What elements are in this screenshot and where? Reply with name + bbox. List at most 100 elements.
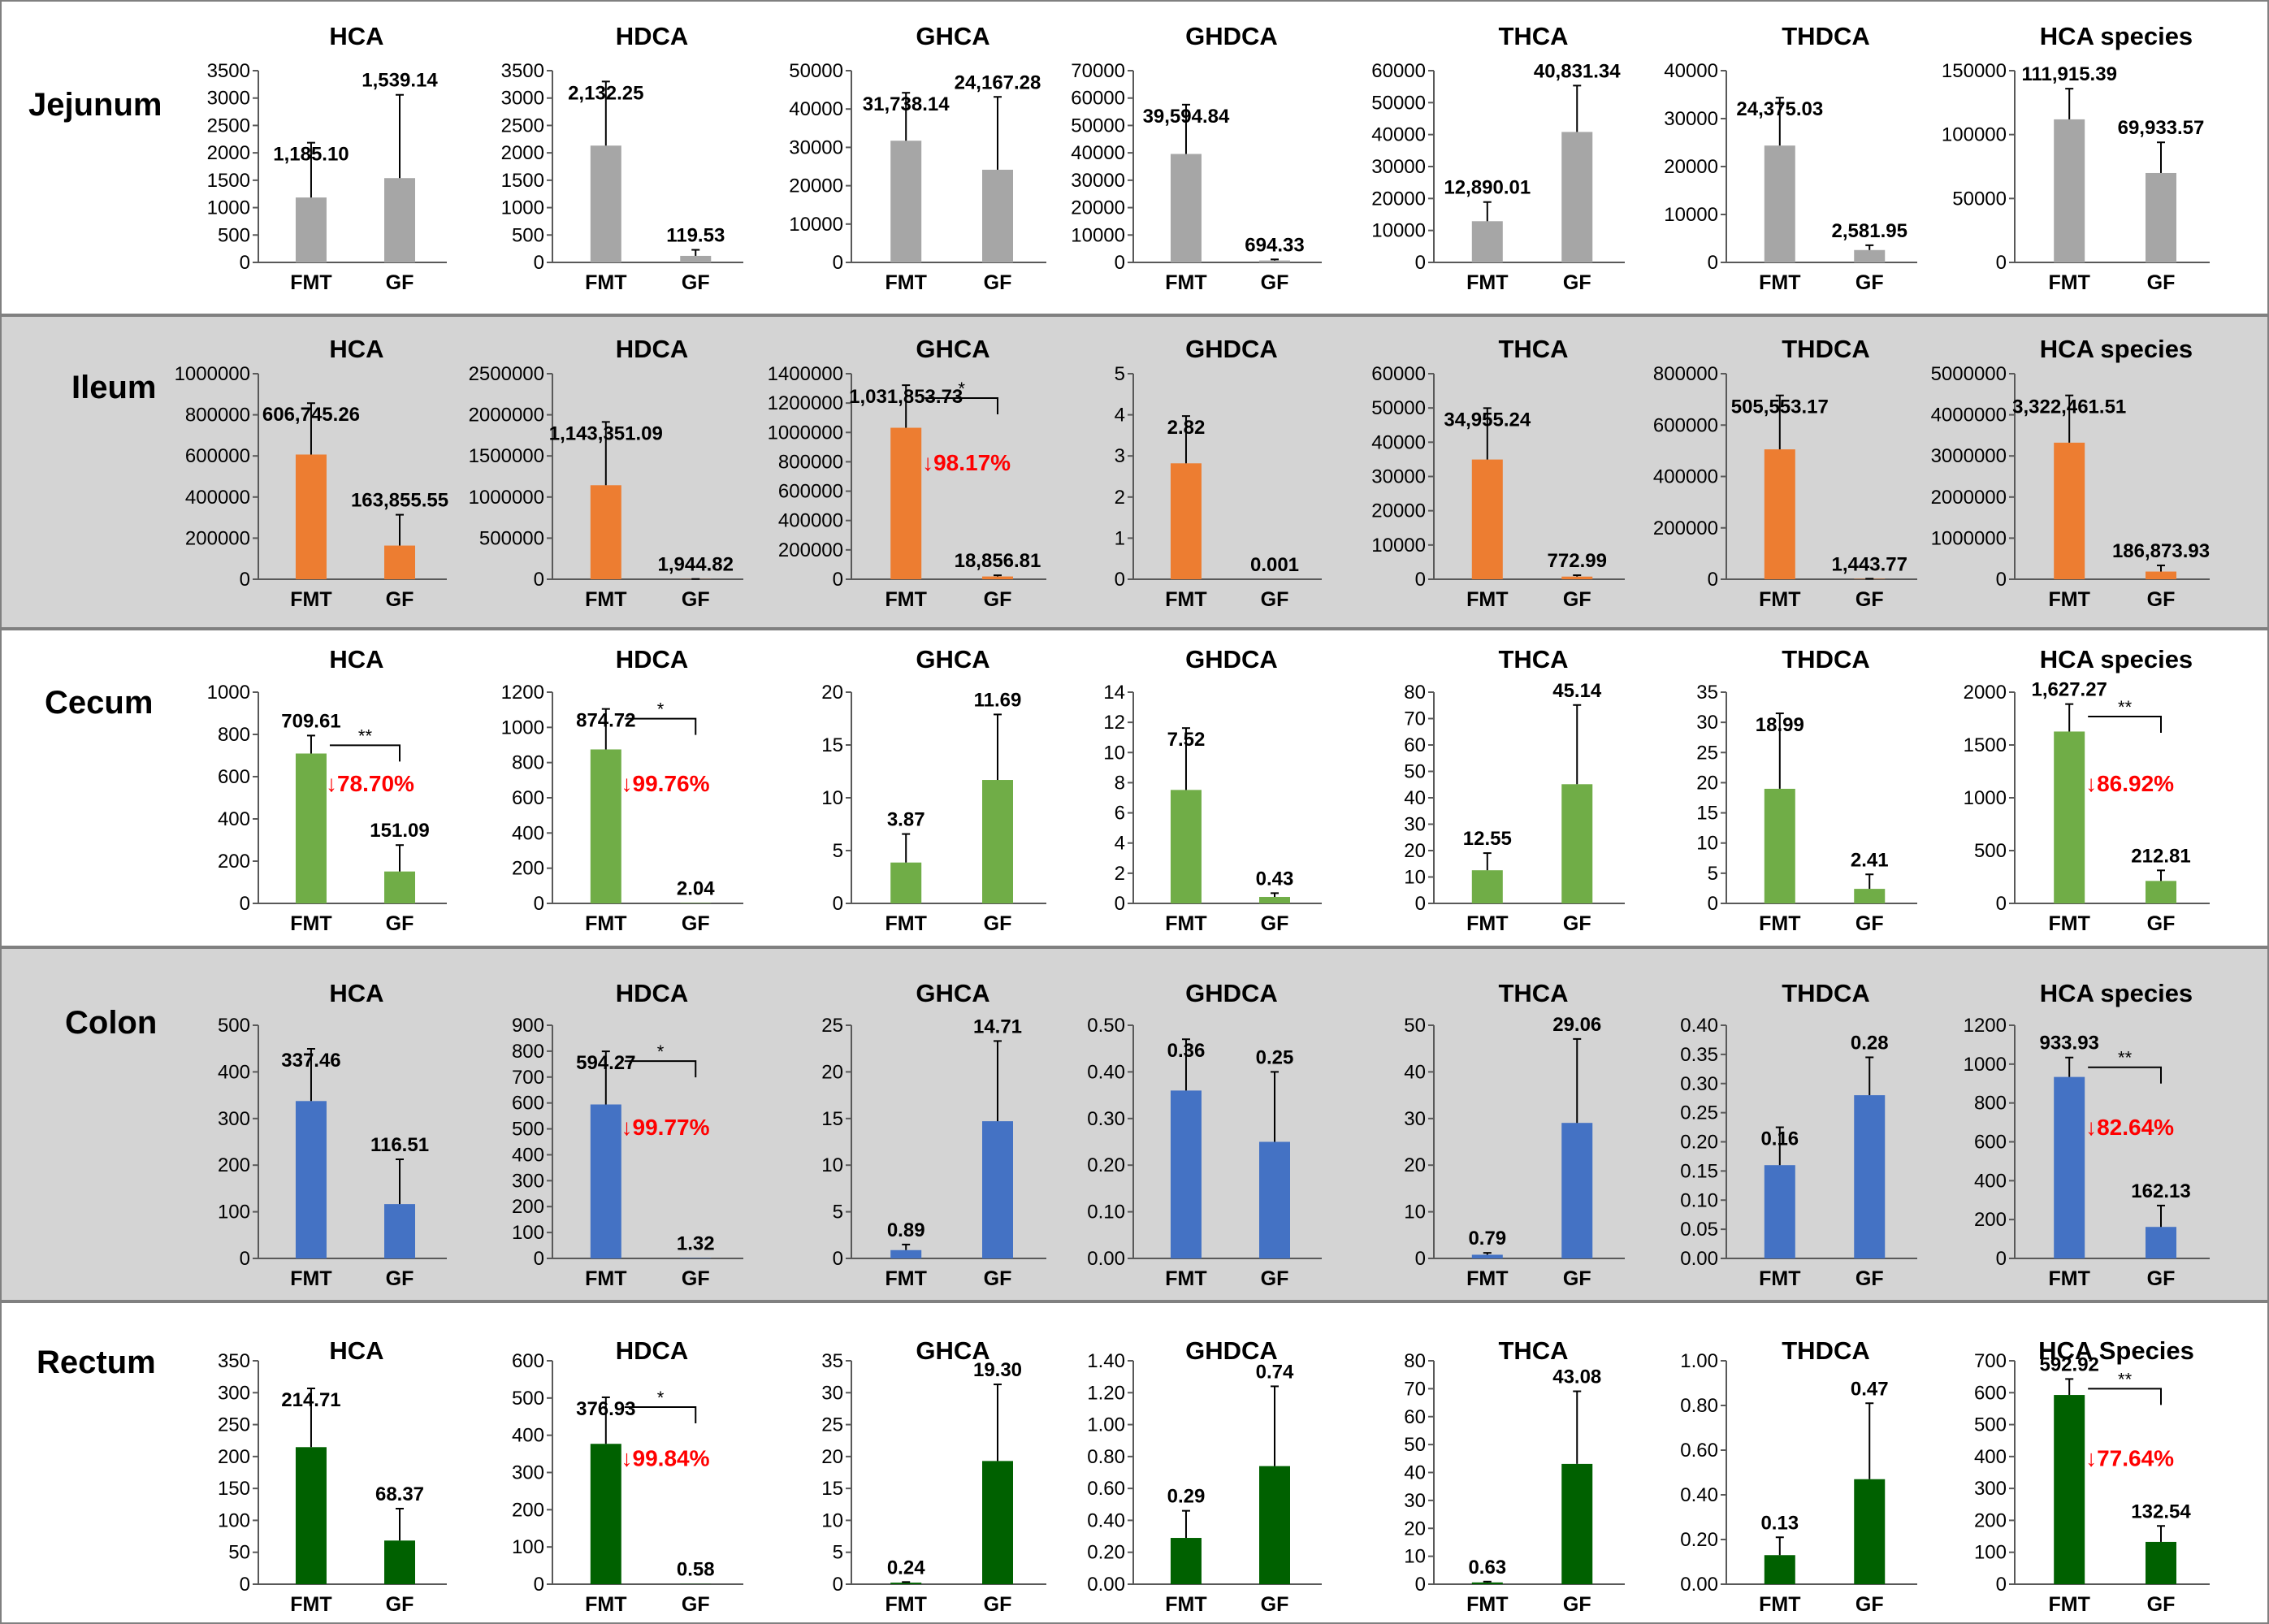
data-label-gf: 69,933.57 bbox=[2118, 117, 2205, 139]
y-tick-label: 1400000 bbox=[768, 363, 843, 385]
y-tick-label: 6 bbox=[1115, 803, 1125, 825]
percent-reduction: ↓99.77% bbox=[621, 1115, 710, 1140]
data-label-fmt: 592.92 bbox=[2039, 1353, 2098, 1375]
x-tick-label: FMT bbox=[1165, 1593, 1206, 1616]
data-label-fmt: 24,375.03 bbox=[1736, 98, 1823, 120]
region-band-cecum bbox=[0, 629, 2269, 947]
bar-gf bbox=[1854, 1095, 1886, 1258]
y-tick-label: 20 bbox=[1404, 1518, 1426, 1540]
data-label-gf: 19.30 bbox=[973, 1359, 1022, 1381]
data-label-fmt: 31,738.14 bbox=[863, 93, 950, 115]
bar-fmt bbox=[1764, 788, 1795, 903]
chart-ghca: GHCA 0 5 10 15 20 25 0.89 FMT 14.71 GF bbox=[821, 979, 1046, 1290]
y-tick-label: 300 bbox=[1974, 1478, 2007, 1500]
chart-title: GHDCA bbox=[1185, 335, 1278, 363]
y-tick-label: 0 bbox=[1115, 252, 1125, 274]
y-tick-label: 20 bbox=[1404, 1154, 1426, 1176]
y-tick-label: 2000 bbox=[501, 142, 544, 164]
x-tick-label: FMT bbox=[585, 271, 626, 294]
x-tick-label: GF bbox=[1261, 912, 1289, 935]
y-tick-label: 50000 bbox=[1071, 115, 1125, 136]
chart-title: HCA species bbox=[2040, 335, 2193, 363]
y-tick-label: 0 bbox=[1708, 252, 1718, 274]
y-tick-label: 50 bbox=[1404, 1015, 1426, 1037]
data-label-fmt: 3.87 bbox=[887, 809, 925, 831]
y-tick-label: 30 bbox=[1404, 1108, 1426, 1130]
data-label-gf: 116.51 bbox=[370, 1134, 429, 1156]
region-colon: Colon HCA0100200300400500337.46FMT116.51G… bbox=[65, 979, 2210, 1290]
x-tick-label: GF bbox=[1563, 1267, 1591, 1290]
y-tick-label: 200000 bbox=[778, 539, 843, 561]
y-tick-label: 10000 bbox=[1371, 535, 1426, 556]
y-tick-label: 300 bbox=[512, 1170, 544, 1192]
data-label-fmt: 2.82 bbox=[1167, 417, 1206, 439]
bar-gf bbox=[1561, 784, 1593, 903]
data-label-fmt: 2,132.25 bbox=[568, 82, 643, 104]
bar-gf bbox=[982, 169, 1013, 262]
data-label-fmt: 12.55 bbox=[1463, 828, 1512, 850]
bar-fmt bbox=[1170, 154, 1202, 262]
data-label-fmt: 18.99 bbox=[1756, 714, 1804, 736]
x-tick-label: FMT bbox=[886, 271, 927, 294]
y-tick-label: 200 bbox=[512, 1196, 544, 1218]
y-tick-label: 70 bbox=[1404, 1378, 1426, 1400]
y-tick-label: 0 bbox=[534, 1574, 544, 1596]
y-tick-label: 40000 bbox=[1071, 142, 1125, 164]
y-tick-label: 200 bbox=[218, 1446, 250, 1468]
y-tick-label: 0.20 bbox=[1680, 1529, 1718, 1551]
chart-thdca: THDCA 0.00 0.20 0.40 0.60 0.80 1.00 0.13 FMT 0.47… bbox=[1680, 1336, 1917, 1616]
bar-fmt bbox=[2054, 1395, 2085, 1584]
y-tick-label: 0.10 bbox=[1087, 1202, 1125, 1223]
bar-gf bbox=[1259, 1141, 1290, 1258]
y-tick-label: 400000 bbox=[185, 487, 250, 509]
y-tick-label: 20000 bbox=[1664, 156, 1718, 178]
y-tick-label: 0.40 bbox=[1087, 1061, 1125, 1083]
y-tick-label: 0.60 bbox=[1087, 1478, 1125, 1500]
x-tick-label: GF bbox=[682, 912, 710, 935]
chart-hca-species: HCA Species 0 100 200 300 400 500 600 700 592.92 F… bbox=[1974, 1336, 2210, 1616]
bar-fmt bbox=[1170, 1090, 1202, 1258]
y-tick-label: 15 bbox=[821, 1478, 843, 1500]
x-tick-label: GF bbox=[1855, 1267, 1884, 1290]
chart-hdca: HDCA 0 500000 1000000 1500000 2000000 2500000 1… bbox=[469, 335, 743, 611]
x-tick-label: FMT bbox=[1759, 271, 1800, 294]
y-tick-label: 0.40 bbox=[1680, 1015, 1718, 1037]
x-tick-label: FMT bbox=[1165, 912, 1206, 935]
bar-fmt bbox=[295, 197, 327, 262]
y-tick-label: 250 bbox=[218, 1414, 250, 1436]
chart-hca: HCA 0 100 200 300 400 500 337.46 FMT 116.51 GF bbox=[218, 979, 447, 1290]
y-tick-label: 0 bbox=[1115, 893, 1125, 915]
region-band-ileum bbox=[0, 315, 2269, 629]
y-tick-label: 30000 bbox=[789, 136, 843, 158]
y-tick-label: 10000 bbox=[789, 214, 843, 236]
y-tick-label: 4000000 bbox=[1931, 405, 2007, 427]
y-tick-label: 30000 bbox=[1071, 170, 1125, 192]
y-tick-label: 0.00 bbox=[1087, 1574, 1125, 1596]
y-tick-label: 60 bbox=[1404, 1406, 1426, 1428]
significance-bracket bbox=[2088, 1388, 2162, 1405]
x-tick-label: GF bbox=[1261, 271, 1289, 294]
bar-fmt bbox=[2054, 119, 2085, 262]
x-tick-label: FMT bbox=[886, 588, 927, 611]
y-tick-label: 800 bbox=[512, 1041, 544, 1063]
x-tick-label: FMT bbox=[290, 1593, 331, 1616]
y-tick-label: 200 bbox=[218, 1154, 250, 1176]
x-tick-label: FMT bbox=[1759, 1267, 1800, 1290]
y-tick-label: 0 bbox=[1996, 252, 2007, 274]
bar-gf bbox=[1854, 889, 1886, 903]
y-tick-label: 10 bbox=[821, 1509, 843, 1531]
region-label: Colon bbox=[65, 1005, 157, 1041]
y-tick-label: 1.40 bbox=[1087, 1350, 1125, 1372]
chart-title: HCA bbox=[329, 1336, 383, 1365]
data-label-gf: 1.32 bbox=[677, 1233, 715, 1255]
x-tick-label: GF bbox=[1563, 1593, 1591, 1616]
y-tick-label: 100 bbox=[1974, 1542, 2007, 1564]
data-label-gf: 14.71 bbox=[973, 1016, 1022, 1037]
y-tick-label: 0.30 bbox=[1680, 1073, 1718, 1095]
data-label-gf: 29.06 bbox=[1552, 1014, 1601, 1036]
chart-hca: HCA 0 200 400 600 800 1000 709.61 FMT 151.09 GF ** ↓… bbox=[207, 645, 447, 935]
chart-thca: THCA 0 10 20 30 40 50 60 70 80 0.63 FMT 43.08 GF bbox=[1404, 1336, 1625, 1616]
significance-bracket bbox=[2088, 716, 2162, 733]
